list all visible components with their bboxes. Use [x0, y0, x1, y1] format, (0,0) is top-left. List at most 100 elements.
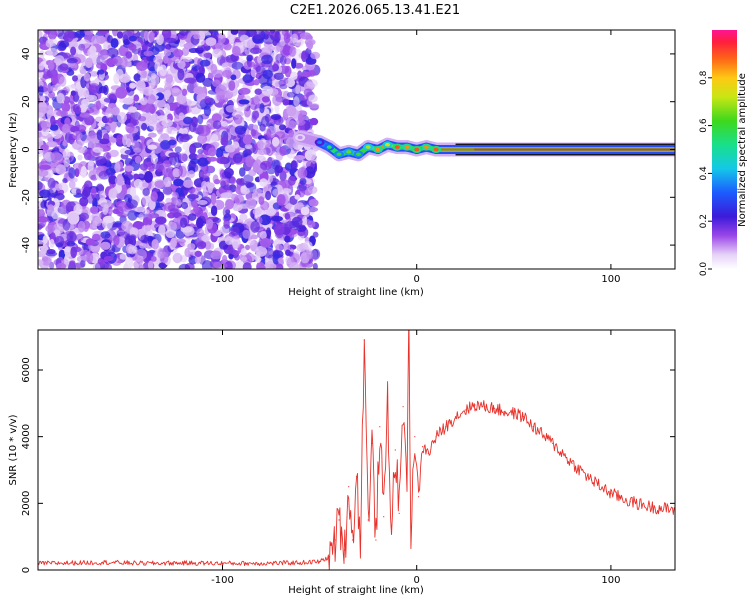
- noise-speck: [85, 94, 98, 102]
- noise-speck: [91, 35, 101, 45]
- spectrogram-y-label: Frequency (Hz): [8, 112, 19, 188]
- noise-speck: [130, 117, 137, 129]
- noise-speck: [160, 133, 170, 140]
- noise-speck: [211, 134, 219, 143]
- noise-speck: [201, 260, 213, 269]
- spectrogram-y-tick-label: -20: [21, 189, 32, 205]
- noise-speck: [198, 171, 211, 178]
- noise-speck: [81, 98, 91, 107]
- noise-speck: [78, 212, 90, 221]
- snr-data-point: [390, 532, 393, 534]
- noise-speck: [270, 114, 282, 120]
- noise-speck: [258, 148, 267, 156]
- noise-speck: [186, 194, 199, 200]
- noise-speck: [56, 92, 65, 104]
- noise-speck: [261, 85, 273, 96]
- noise-speck: [205, 218, 213, 230]
- noise-speck: [103, 255, 114, 262]
- snr-y-tick-label: 6000: [21, 357, 32, 382]
- noise-speck: [66, 58, 78, 64]
- snr-data-point: [649, 506, 651, 508]
- noise-speck: [193, 86, 205, 95]
- noise-speck: [172, 192, 179, 200]
- noise-speck: [220, 192, 233, 199]
- noise-speck: [38, 80, 44, 88]
- noise-speck: [72, 130, 83, 141]
- snr-data-point: [394, 449, 396, 451]
- noise-speck: [308, 199, 319, 207]
- noise-speck: [284, 235, 291, 243]
- noise-speck: [260, 200, 270, 211]
- noise-speck: [183, 42, 193, 50]
- noise-speck: [70, 46, 77, 56]
- noise-speck: [297, 113, 304, 123]
- noise-speck: [94, 216, 102, 227]
- snr-series-line: [38, 330, 675, 570]
- noise-speck: [39, 164, 51, 171]
- noise-speck: [133, 94, 140, 102]
- noise-speck: [255, 245, 268, 257]
- noise-speck: [284, 213, 291, 220]
- noise-speck: [164, 49, 172, 57]
- noise-speck: [55, 242, 64, 248]
- noise-speck: [127, 106, 138, 113]
- noise-speck: [154, 99, 166, 108]
- noise-speck: [77, 154, 83, 161]
- colorbar: 0.0 0.2 0.4 0.6 0.8 Normalized spectral ampl…: [699, 30, 748, 276]
- noise-speck: [225, 54, 238, 63]
- noise-speck: [207, 147, 217, 157]
- noise-speck: [42, 235, 48, 244]
- noise-speck: [274, 131, 286, 139]
- noise-speck: [194, 256, 202, 264]
- noise-speck: [311, 248, 321, 260]
- noise-speck: [71, 188, 78, 196]
- noise-speck: [212, 120, 222, 130]
- noise-speck: [281, 77, 289, 85]
- noise-speck: [38, 222, 45, 229]
- noise-speck: [284, 162, 293, 171]
- snr-data-point: [532, 426, 534, 428]
- snr-x-tick-label: 0: [414, 575, 420, 586]
- snr-data-point: [260, 562, 262, 564]
- noise-speck: [142, 209, 150, 215]
- noise-speck: [175, 199, 182, 205]
- noise-speck: [47, 30, 58, 40]
- noise-speck: [99, 241, 111, 250]
- noise-speck: [297, 167, 308, 179]
- noise-speck: [179, 133, 190, 143]
- noise-speck: [63, 157, 70, 168]
- noise-speck: [84, 57, 93, 69]
- noise-speck: [172, 168, 181, 178]
- noise-speck: [150, 74, 160, 86]
- noise-speck: [109, 149, 119, 158]
- noise-speck: [202, 77, 214, 87]
- noise-speck: [222, 69, 233, 78]
- noise-speck: [189, 143, 197, 155]
- snr-data-point: [590, 479, 593, 481]
- colorbar-tick-label: 0.2: [699, 214, 709, 228]
- noise-speck: [140, 69, 147, 79]
- noise-speck: [49, 124, 59, 131]
- noise-speck: [245, 198, 257, 210]
- noise-speck: [223, 167, 234, 178]
- noise-speck: [178, 165, 187, 178]
- noise-speck: [215, 84, 227, 96]
- noise-speck: [210, 205, 218, 216]
- noise-speck: [163, 89, 172, 98]
- noise-speck: [84, 148, 95, 160]
- noise-speck: [154, 42, 166, 52]
- noise-speck: [239, 167, 246, 177]
- noise-speck: [39, 208, 45, 215]
- noise-speck: [290, 33, 299, 43]
- noise-speck: [104, 59, 116, 66]
- noise-speck: [147, 260, 154, 269]
- noise-speck: [178, 37, 185, 48]
- noise-speck: [177, 60, 186, 69]
- noise-speck: [40, 121, 51, 130]
- noise-speck: [187, 243, 196, 250]
- noise-speck: [39, 96, 46, 103]
- noise-speck: [189, 103, 202, 115]
- noise-speck: [210, 193, 217, 205]
- noise-speck: [290, 71, 298, 81]
- noise-speck: [180, 98, 192, 106]
